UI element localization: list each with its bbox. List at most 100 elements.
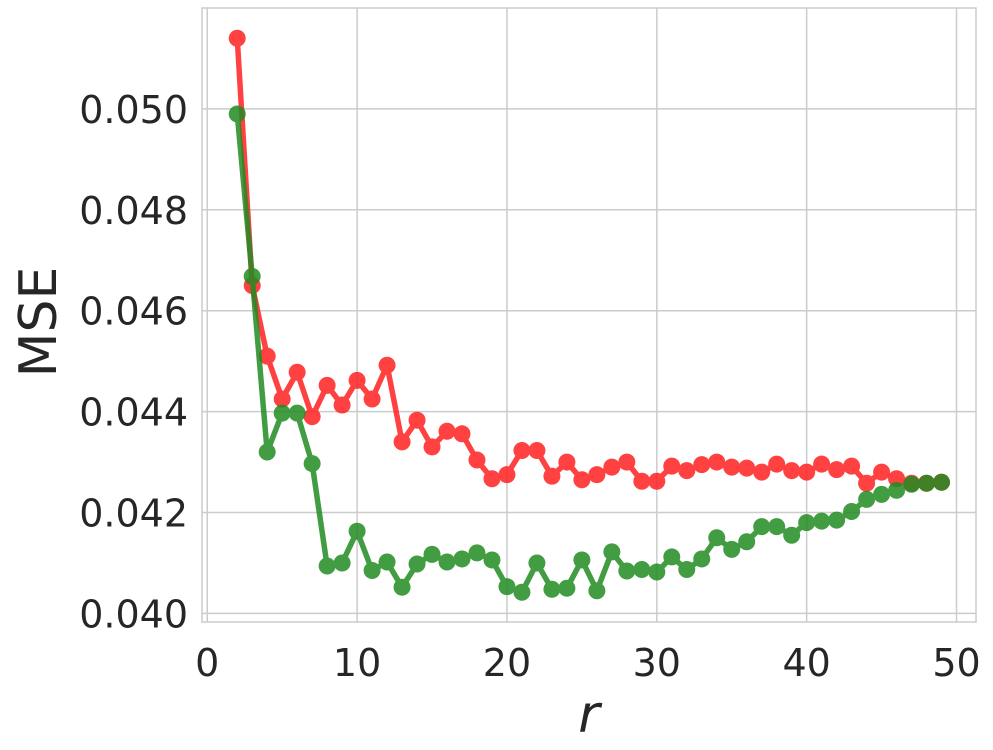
- data-point: [363, 390, 381, 408]
- data-point: [918, 474, 936, 492]
- data-point: [558, 453, 576, 471]
- data-point: [693, 456, 711, 474]
- data-point: [573, 551, 591, 569]
- data-point: [873, 485, 891, 503]
- data-point: [618, 453, 636, 471]
- data-point: [228, 29, 246, 47]
- data-point: [738, 459, 756, 477]
- data-point: [318, 557, 336, 575]
- data-point: [288, 363, 306, 381]
- data-point: [468, 544, 486, 562]
- data-point: [783, 526, 801, 544]
- data-point: [408, 411, 426, 429]
- data-point: [843, 503, 861, 521]
- data-point: [513, 583, 531, 601]
- data-point: [303, 455, 321, 473]
- series-1: [228, 105, 951, 601]
- data-point: [768, 518, 786, 536]
- data-point: [453, 550, 471, 568]
- data-point: [318, 376, 336, 394]
- data-point: [483, 551, 501, 569]
- data-point: [678, 462, 696, 480]
- data-point: [483, 470, 501, 488]
- series-0: [228, 29, 951, 492]
- data-point: [693, 550, 711, 568]
- data-point: [663, 548, 681, 566]
- series-layer: [228, 29, 951, 601]
- data-point: [423, 545, 441, 563]
- data-point: [828, 461, 846, 479]
- data-point: [438, 422, 456, 440]
- data-point: [633, 472, 651, 490]
- data-point: [513, 441, 531, 459]
- data-point: [438, 553, 456, 571]
- data-point: [543, 467, 561, 485]
- series-line: [234, 35, 945, 487]
- data-point: [708, 453, 726, 471]
- data-point: [933, 473, 951, 491]
- data-point: [498, 466, 516, 484]
- data-point: [633, 561, 651, 579]
- data-point: [723, 458, 741, 476]
- data-point: [873, 463, 891, 481]
- data-point: [663, 457, 681, 475]
- y-axis-label: MSE: [9, 267, 69, 378]
- data-point: [528, 554, 546, 572]
- plot-frame: [201, 7, 977, 623]
- data-point: [588, 466, 606, 484]
- data-point: [393, 578, 411, 596]
- y-tick-label: 0.050: [79, 88, 188, 132]
- data-point: [723, 540, 741, 558]
- data-point: [648, 563, 666, 581]
- data-point: [273, 404, 291, 422]
- data-point: [648, 472, 666, 490]
- data-point: [348, 371, 366, 389]
- x-tick-label: 30: [633, 641, 681, 685]
- data-point: [888, 481, 906, 499]
- data-point: [678, 561, 696, 579]
- y-tick-label: 0.048: [79, 189, 188, 233]
- data-point: [753, 463, 771, 481]
- data-point: [738, 533, 756, 551]
- data-point: [813, 512, 831, 530]
- data-point: [333, 554, 351, 572]
- data-point: [783, 462, 801, 480]
- data-point: [273, 390, 291, 408]
- x-tick-label: 50: [932, 641, 980, 685]
- data-point: [843, 457, 861, 475]
- data-point: [288, 404, 306, 422]
- y-tick-label: 0.044: [79, 391, 188, 435]
- data-point: [423, 438, 441, 456]
- data-point: [603, 458, 621, 476]
- data-point: [393, 433, 411, 451]
- data-point: [618, 562, 636, 580]
- data-point: [408, 555, 426, 573]
- data-point: [903, 475, 921, 493]
- x-tick-label: 0: [195, 641, 219, 685]
- x-tick-label: 10: [333, 641, 381, 685]
- data-point: [768, 455, 786, 473]
- data-point: [333, 396, 351, 414]
- data-point: [468, 451, 486, 469]
- x-axis-label: r: [578, 685, 603, 745]
- data-point: [753, 518, 771, 536]
- data-point: [258, 443, 276, 461]
- data-point: [258, 347, 276, 365]
- data-point: [228, 105, 246, 123]
- data-point: [798, 514, 816, 532]
- data-point: [243, 267, 261, 285]
- data-point: [858, 474, 876, 492]
- y-tick-label: 0.046: [79, 290, 188, 334]
- data-point: [303, 408, 321, 426]
- data-point: [378, 553, 396, 571]
- data-point: [858, 490, 876, 508]
- data-point: [828, 511, 846, 529]
- data-point: [813, 455, 831, 473]
- data-point: [588, 582, 606, 600]
- data-point: [363, 562, 381, 580]
- data-point: [798, 463, 816, 481]
- data-point: [573, 471, 591, 489]
- grid-lines: [202, 8, 976, 622]
- data-point: [558, 579, 576, 597]
